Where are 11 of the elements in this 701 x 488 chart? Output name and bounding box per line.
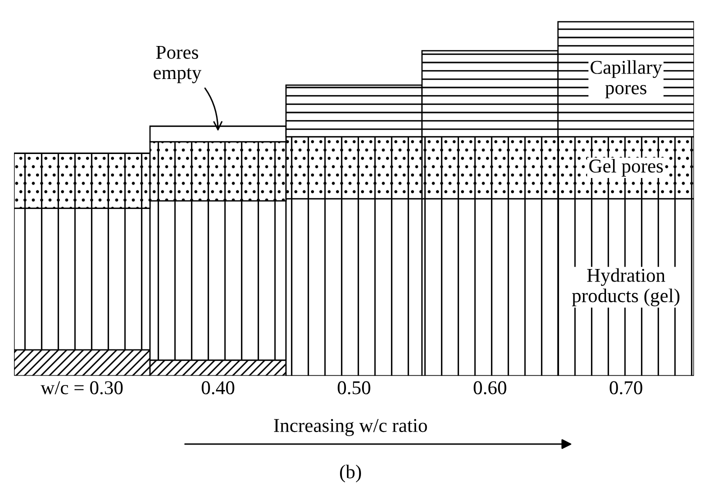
text: Increasing w/c ratio [274,419,427,436]
x-tick-label: 0.70 [610,381,642,394]
text: (b) [340,464,361,482]
text: Pores empty [154,46,202,84]
series-label: Capillary pores [590,60,662,98]
series-label: Gel pores [589,158,663,177]
x-tick-label: w/c = 0.30 [40,381,123,394]
x-tick-label: 0.60 [474,381,506,394]
series-label: Hydration products (gel) [572,268,680,306]
x-tick-label: 0.50 [338,381,370,394]
x-tick-label: 0.40 [202,381,234,394]
